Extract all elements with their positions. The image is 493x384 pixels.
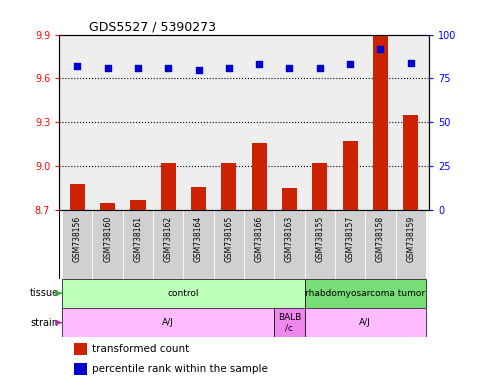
Bar <box>274 308 305 337</box>
Text: GSM738155: GSM738155 <box>316 216 324 262</box>
Bar <box>93 210 123 279</box>
Bar <box>62 210 93 279</box>
Bar <box>343 141 358 210</box>
Point <box>255 61 263 68</box>
Text: GDS5527 / 5390273: GDS5527 / 5390273 <box>89 20 216 33</box>
Bar <box>274 210 305 279</box>
Bar <box>403 115 418 210</box>
Text: tissue: tissue <box>30 288 59 298</box>
Bar <box>305 279 426 308</box>
Point <box>104 65 111 71</box>
Bar <box>312 164 327 210</box>
Text: GSM738161: GSM738161 <box>134 216 142 262</box>
Bar <box>74 343 87 355</box>
Bar <box>62 279 305 308</box>
Point <box>195 67 203 73</box>
Bar <box>395 210 426 279</box>
Point <box>164 65 172 71</box>
Point <box>316 65 324 71</box>
Bar <box>183 210 214 279</box>
Bar <box>191 187 206 210</box>
Text: GSM738157: GSM738157 <box>346 216 354 262</box>
Point <box>225 65 233 71</box>
Text: GSM738160: GSM738160 <box>103 216 112 262</box>
Text: GSM738159: GSM738159 <box>406 216 415 262</box>
Bar <box>214 210 244 279</box>
Bar <box>123 210 153 279</box>
Bar <box>244 210 274 279</box>
Bar <box>130 200 145 210</box>
Text: GSM738162: GSM738162 <box>164 216 173 262</box>
Bar <box>282 188 297 210</box>
Bar <box>74 363 87 375</box>
Bar <box>100 203 115 210</box>
Point <box>73 63 81 69</box>
Bar <box>62 308 274 337</box>
Text: GSM738163: GSM738163 <box>285 216 294 262</box>
Bar <box>335 210 365 279</box>
Text: transformed count: transformed count <box>93 344 190 354</box>
Text: GSM738158: GSM738158 <box>376 216 385 262</box>
Point <box>346 61 354 68</box>
Bar <box>161 164 176 210</box>
Point <box>407 60 415 66</box>
Text: percentile rank within the sample: percentile rank within the sample <box>93 364 268 374</box>
Bar <box>251 143 267 210</box>
Bar <box>373 35 388 210</box>
Bar <box>365 210 395 279</box>
Point <box>134 65 142 71</box>
Text: GSM738166: GSM738166 <box>255 216 264 262</box>
Point <box>377 46 385 52</box>
Bar <box>305 308 426 337</box>
Bar <box>153 210 183 279</box>
Text: strain: strain <box>31 318 59 328</box>
Text: GSM738156: GSM738156 <box>73 216 82 262</box>
Text: control: control <box>168 289 199 298</box>
Bar <box>70 184 85 210</box>
Text: A/J: A/J <box>359 318 371 327</box>
Bar <box>221 164 237 210</box>
Text: A/J: A/J <box>162 318 174 327</box>
Text: GSM738164: GSM738164 <box>194 216 203 262</box>
Bar <box>305 210 335 279</box>
Text: GSM738165: GSM738165 <box>224 216 233 262</box>
Point <box>285 65 293 71</box>
Text: rhabdomyosarcoma tumor: rhabdomyosarcoma tumor <box>305 289 425 298</box>
Text: BALB
/c: BALB /c <box>278 313 301 332</box>
